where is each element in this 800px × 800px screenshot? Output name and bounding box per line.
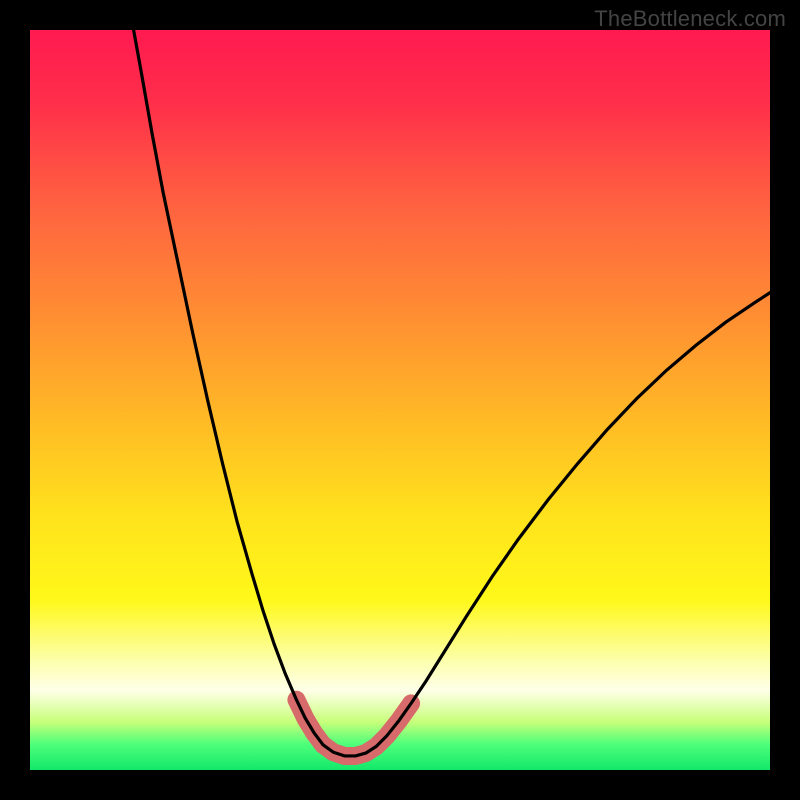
watermark-text: TheBottleneck.com [594, 6, 786, 32]
figure-root: TheBottleneck.com [0, 0, 800, 800]
chart-gradient-background [30, 30, 770, 770]
chart-svg [0, 0, 800, 800]
